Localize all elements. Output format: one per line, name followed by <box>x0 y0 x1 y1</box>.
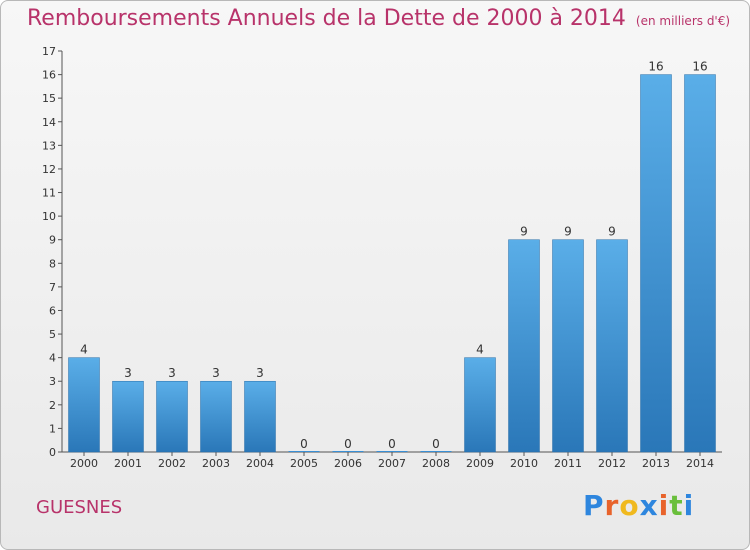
bar <box>112 380 144 453</box>
x-tick-label: 2008 <box>422 457 450 470</box>
y-tick-label: 12 <box>42 163 56 176</box>
data-label: 3 <box>256 366 264 380</box>
y-tick-label: 10 <box>42 210 56 223</box>
x-tick-label: 2000 <box>70 457 98 470</box>
y-tick-label: 2 <box>49 399 56 412</box>
data-label: 16 <box>648 60 663 74</box>
chart-subtitle: (en milliers d'€) <box>635 14 731 28</box>
x-tick-label: 2009 <box>466 457 494 470</box>
bar <box>200 380 232 453</box>
x-tick-label: 2002 <box>158 457 186 470</box>
y-tick-label: 3 <box>49 375 56 388</box>
x-tick-label: 2014 <box>686 457 714 470</box>
bar <box>376 451 408 452</box>
y-tick-label: 4 <box>49 352 56 365</box>
x-tick-label: 2003 <box>202 457 230 470</box>
y-tick-label: 0 <box>49 446 56 459</box>
bar <box>684 74 716 453</box>
data-label: 9 <box>564 225 572 239</box>
bar <box>156 380 188 453</box>
data-label: 0 <box>432 437 440 451</box>
bar <box>68 357 100 453</box>
title-text: Remboursements Annuels de la Dette de 20… <box>27 6 626 31</box>
chart-bars: 4 3 3 3 3 0 0 0 0 4 9 9 9 16 16 <box>68 60 716 453</box>
x-tick-label: 2007 <box>378 457 406 470</box>
data-label: 9 <box>520 225 528 239</box>
y-tick-label: 6 <box>49 304 56 317</box>
bar <box>288 451 320 452</box>
data-label: 9 <box>608 225 616 239</box>
x-tick-label: 2012 <box>598 457 626 470</box>
y-tick-label: 7 <box>49 281 56 294</box>
y-tick-label: 8 <box>49 257 56 270</box>
proxiti-logo: Proxiti <box>583 489 694 522</box>
data-label: 0 <box>344 437 352 451</box>
data-label: 3 <box>168 366 176 380</box>
x-tick-label: 2013 <box>642 457 670 470</box>
y-tick-label: 1 <box>49 422 56 435</box>
y-tick-label: 5 <box>49 328 56 341</box>
bar <box>464 357 496 453</box>
data-label: 0 <box>300 437 308 451</box>
x-tick-label: 2001 <box>114 457 142 470</box>
y-tick-label: 16 <box>42 69 56 82</box>
x-tick-label: 2006 <box>334 457 362 470</box>
data-label: 0 <box>388 437 396 451</box>
logo-letter: r <box>604 489 620 522</box>
y-tick-label: 11 <box>42 187 56 200</box>
data-label: 16 <box>692 60 707 74</box>
data-label: 4 <box>476 343 484 357</box>
data-label: 3 <box>212 366 220 380</box>
y-tick-label: 15 <box>42 92 56 105</box>
logo-letter: x <box>639 489 659 522</box>
x-tick-label: 2004 <box>246 457 274 470</box>
x-tick-label: 2010 <box>510 457 538 470</box>
data-label: 4 <box>80 343 88 357</box>
bar <box>596 239 628 453</box>
bar <box>420 451 452 452</box>
x-tick-label: 2011 <box>554 457 582 470</box>
bar <box>508 239 540 453</box>
x-tick-label: 2005 <box>290 457 318 470</box>
commune-name: GUESNES <box>36 497 123 518</box>
bar <box>640 74 672 453</box>
logo-letter: i <box>658 489 670 522</box>
y-tick-label: 17 <box>42 45 56 58</box>
logo-letter: t <box>669 489 684 522</box>
bar <box>332 451 364 452</box>
bar <box>244 380 276 453</box>
y-tick-label: 14 <box>42 116 56 129</box>
logo-letter: P <box>583 489 605 522</box>
y-tick-label: 9 <box>49 234 56 247</box>
bar <box>552 239 584 453</box>
data-label: 3 <box>124 366 132 380</box>
logo-letter: o <box>619 489 640 522</box>
chart-title: Remboursements Annuels de la Dette de 20… <box>27 6 730 31</box>
y-tick-label: 13 <box>42 139 56 152</box>
logo-letter: i <box>683 489 695 522</box>
